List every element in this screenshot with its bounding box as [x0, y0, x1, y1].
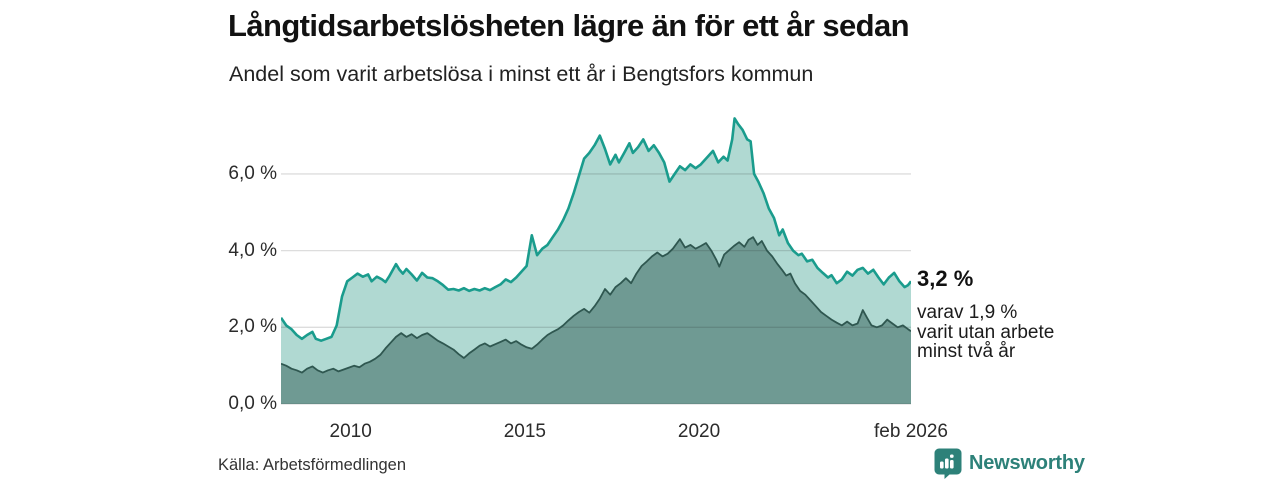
- x-tick-label: 2020: [677, 421, 721, 442]
- y-tick-label: 6,0 %: [228, 162, 277, 184]
- x-tick-label: feb 2026: [874, 421, 948, 442]
- secondary-annotation-line: varav 1,9 %: [917, 302, 1018, 323]
- chart-subtitle: Andel som varit arbetslösa i minst ett å…: [229, 62, 814, 86]
- secondary-annotation-line: minst två år: [917, 341, 1016, 362]
- y-tick-label: 4,0 %: [228, 239, 277, 261]
- source-note: Källa: Arbetsförmedlingen: [218, 456, 407, 474]
- secondary-annotation: varav 1,9 % varit utan arbete minst två år: [917, 303, 1054, 362]
- x-tick-label: 2010: [329, 421, 372, 442]
- line-minst-ett-ar: [281, 117, 911, 342]
- area-minst-tva-ar: [281, 237, 911, 404]
- brand-wordmark: Newsworthy: [969, 452, 1085, 474]
- y-tick-label: 0,0 %: [228, 393, 277, 414]
- newsworthy-icon: [934, 448, 962, 479]
- y-tick-label: 2,0 %: [228, 316, 277, 338]
- secondary-annotation-line: varit utan arbete: [917, 321, 1055, 343]
- plot-svg: [281, 117, 911, 405]
- page-title: Långtidsarbetslösheten lägre än för ett …: [228, 8, 910, 43]
- brand-logo: Newsworthy: [934, 448, 1085, 479]
- latest-value-label: 3,2 %: [917, 266, 974, 291]
- line-minst-tva-ar: [281, 236, 911, 374]
- x-tick-label: 2015: [503, 421, 547, 442]
